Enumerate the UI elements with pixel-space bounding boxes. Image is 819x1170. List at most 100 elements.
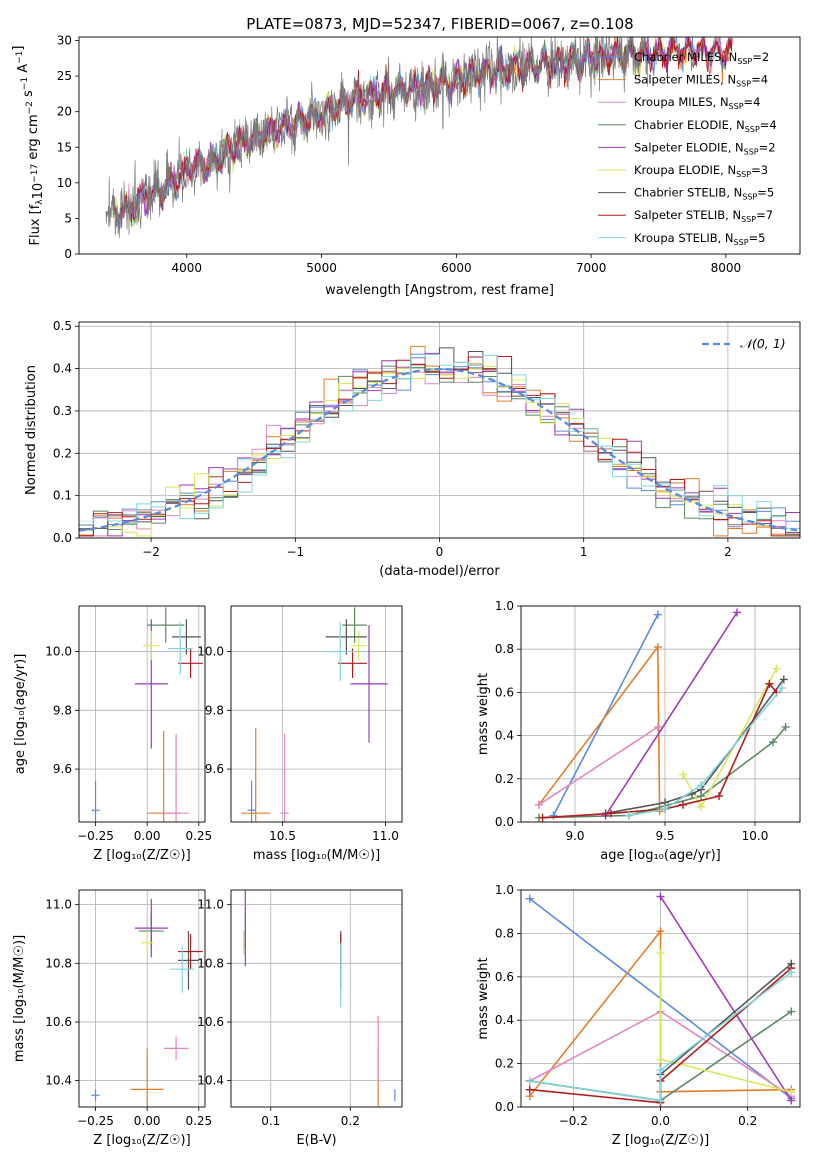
y-tick-label: 10.4	[197, 1074, 224, 1088]
x-tick-label: 0.00	[134, 1114, 161, 1128]
weight-marker	[656, 948, 665, 957]
errorbar-point	[147, 607, 185, 643]
legend-entry: Chabrier STELIB, NSSP=5	[634, 186, 774, 202]
y-tick-label: 0	[64, 247, 72, 261]
legend-entry: Chabrier MILES, NSSP=2	[634, 50, 769, 66]
legend-entry: Kroupa STELIB, NSSP=5	[634, 231, 765, 247]
x-tick-label: 8000	[711, 261, 742, 275]
weight-marker	[787, 1087, 796, 1096]
errorbar-point	[247, 780, 256, 822]
y-tick-label: 10.0	[197, 645, 224, 659]
weight-marker	[656, 892, 665, 901]
errorbar-point	[241, 727, 271, 822]
errorbar-point	[91, 1089, 100, 1102]
errorbar-point	[178, 931, 199, 990]
y-tick-label: 9.6	[53, 762, 72, 776]
y-tick-label: 20	[57, 105, 72, 119]
x-tick-label: 9.0	[565, 829, 584, 843]
errorbar-point	[163, 1036, 189, 1061]
axes-frame	[520, 889, 801, 1108]
x-tick-label: −0.25	[77, 829, 114, 843]
legend-entry: Salpeter ELODIE, NSSP=2	[634, 140, 776, 156]
errorbar-point	[178, 648, 203, 678]
age-vs-mass-plot: 10.5 11.0 9.6 9.8 10.0 mass [log₁₀(M/M☉)]	[197, 605, 403, 863]
spectrum-lines	[105, 37, 733, 238]
x-tick-label: 0.25	[185, 829, 212, 843]
x-tick-label: 10.0	[742, 829, 769, 843]
x-tick-label: −1	[286, 545, 304, 559]
spectrum-legend: Chabrier MILES, NSSP=2 Salpeter MILES, NS…	[598, 50, 777, 247]
x-tick-label: 0.00	[134, 829, 161, 843]
weight-marker	[769, 738, 777, 747]
axes-frame	[78, 36, 801, 255]
errorbar-point	[280, 733, 289, 822]
legend-entry: Salpeter STELIB, NSSP=7	[634, 208, 773, 224]
y-tick-label: 0.5	[53, 319, 72, 333]
y-axis-label: mass [log₁₀(M/M☉)]	[12, 935, 27, 1062]
y-tick-label: 0.2	[495, 772, 514, 786]
y-tick-label: 30	[57, 34, 72, 48]
y-tick-label: 0.0	[53, 531, 72, 545]
axes-frame	[230, 889, 403, 1108]
y-tick-label: 5	[64, 211, 72, 225]
errorbar-points	[243, 890, 396, 1107]
y-tick-label: 9.8	[205, 703, 224, 717]
weight-series-line	[628, 687, 783, 817]
y-axis-label: mass weight	[476, 673, 491, 755]
x-tick-label: 2	[724, 545, 732, 559]
errorbar-point	[91, 780, 100, 822]
mass-vs-ebv-plot: 0.1 0.2 10.4 10.6 10.8 11.0 E(B-V)	[197, 889, 403, 1148]
weight-marker	[538, 813, 547, 822]
errorbar-point	[325, 619, 367, 655]
errorbar-point	[167, 622, 193, 676]
y-tick-label: 10.8	[197, 956, 224, 970]
errorbar-point	[169, 945, 195, 993]
y-tick-label: 0.6	[495, 685, 514, 699]
weight-marker	[787, 968, 796, 977]
y-tick-label: 0.1	[53, 489, 72, 503]
legend-entry: Kroupa MILES, NSSP=4	[634, 95, 760, 111]
residuals-histogram: −2 −1 0 1 2 0.0 0.1 0.2 0.3 0.4 0.5 (data-model)/er…	[24, 319, 801, 579]
x-tick-label: 0.1	[261, 1114, 280, 1128]
y-tick-label: 10.4	[45, 1074, 72, 1088]
y-tick-label: 0.4	[495, 729, 514, 743]
weight-series-line	[538, 726, 659, 806]
axes-frame	[78, 605, 206, 823]
y-tick-label: 0.8	[495, 642, 514, 656]
figure-title: PLATE=0873, MJD=52347, FIBERID=0067, z=0…	[246, 15, 633, 33]
axes-frame	[78, 321, 801, 539]
y-tick-label: 10.0	[45, 645, 72, 659]
y-tick-label: 0.6	[495, 970, 514, 984]
weight-series-line	[659, 896, 792, 1101]
weight-marker	[679, 770, 687, 779]
x-axis-label: Z [log₁₀(Z/Z☉)]	[612, 1133, 709, 1148]
y-tick-label: 10	[57, 176, 72, 190]
weight-vs-metallicity-plot: −0.2 0.0 0.2 0.0 0.2 0.4 0.6 0.8 1.0 Z [log₁₀(Z/Z…	[476, 883, 801, 1148]
weight-marker	[656, 927, 665, 936]
x-tick-label: −0.2	[559, 1114, 588, 1128]
y-tick-label: 0.8	[495, 926, 514, 940]
errorbar-point	[140, 931, 154, 955]
errorbar-point	[143, 630, 160, 661]
legend-entry: Salpeter MILES, NSSP=4	[634, 73, 768, 89]
y-tick-label: 0.4	[495, 1013, 514, 1027]
x-tick-label: 0.2	[738, 1114, 757, 1128]
axes-frame	[78, 889, 206, 1108]
histogram-series	[79, 356, 800, 537]
x-axis-label: Z [log₁₀(Z/Z☉)]	[93, 1133, 190, 1148]
weight-marker	[549, 811, 558, 820]
errorbar-point	[338, 648, 367, 678]
normal-reference-curve	[79, 367, 798, 532]
axes-frame	[520, 605, 801, 823]
x-tick-label: 6000	[441, 261, 472, 275]
y-tick-label: 10.6	[197, 1015, 224, 1029]
weight-marker	[715, 792, 723, 801]
errorbar-point	[163, 733, 189, 822]
x-axis-label: Z [log₁₀(Z/Z☉)]	[93, 848, 190, 863]
y-tick-label: 11.0	[45, 898, 72, 912]
errorbar-point	[323, 622, 357, 681]
errorbar-point	[134, 898, 168, 958]
x-tick-label: 1	[580, 545, 588, 559]
histogram-series	[79, 354, 800, 529]
x-tick-label: 0.25	[185, 1114, 212, 1128]
